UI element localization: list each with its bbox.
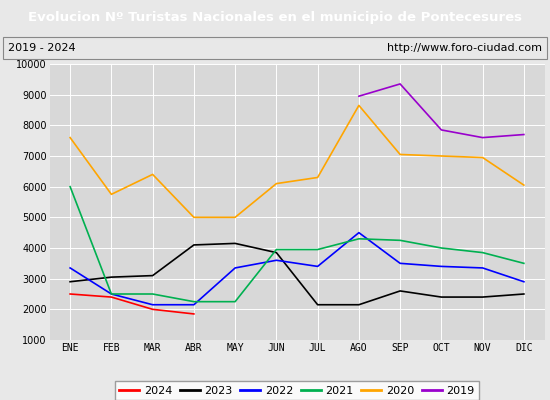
Text: Evolucion Nº Turistas Nacionales en el municipio de Pontecesures: Evolucion Nº Turistas Nacionales en el m…: [28, 12, 522, 24]
Legend: 2024, 2023, 2022, 2021, 2020, 2019: 2024, 2023, 2022, 2021, 2020, 2019: [115, 382, 479, 400]
Text: http://www.foro-ciudad.com: http://www.foro-ciudad.com: [387, 43, 542, 53]
Text: 2019 - 2024: 2019 - 2024: [8, 43, 76, 53]
